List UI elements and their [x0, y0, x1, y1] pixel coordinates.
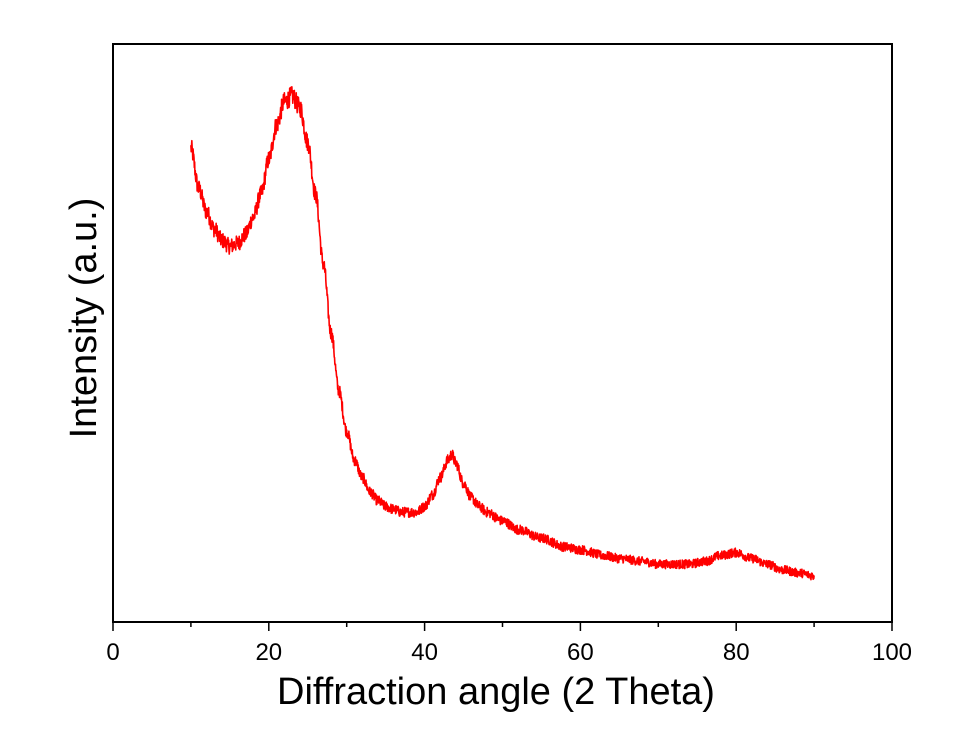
x-axis-title: Diffraction angle (2 Theta)	[277, 671, 715, 713]
x-tick-label: 20	[255, 639, 282, 666]
x-tick-label: 0	[106, 639, 119, 666]
plot-border	[112, 43, 893, 623]
series-line-xrd	[190, 85, 815, 581]
series-layer	[190, 85, 815, 581]
plot-frame	[112, 43, 893, 623]
x-axis-ticks: 0 20 40 60 80 100	[106, 622, 912, 666]
x-tick-label: 40	[411, 639, 438, 666]
x-tick-label: 80	[723, 639, 750, 666]
x-tick-label: 100	[872, 639, 912, 666]
x-tick-label: 60	[567, 639, 594, 666]
y-axis-title: Intensity (a.u.)	[63, 198, 105, 439]
